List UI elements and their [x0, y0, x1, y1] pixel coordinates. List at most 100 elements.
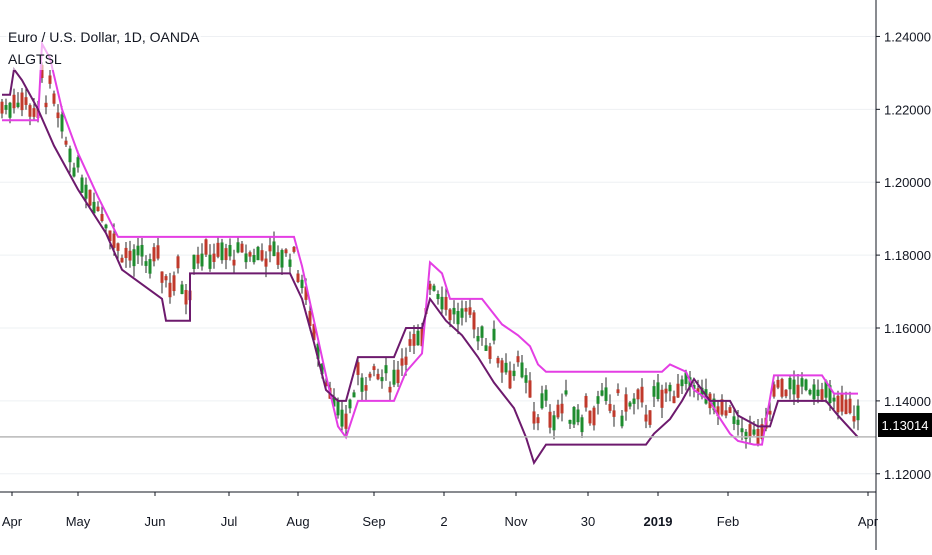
x-tick-label: Jul — [221, 514, 238, 529]
candle-body — [824, 380, 828, 398]
candle-body — [68, 148, 72, 163]
candle-body — [332, 396, 336, 407]
candle-body — [120, 257, 124, 263]
y-tick-label: 1.16000 — [884, 321, 931, 336]
candle-body — [460, 308, 464, 318]
candle-body — [608, 403, 612, 411]
candle-body — [788, 377, 792, 390]
candle-body — [4, 105, 8, 110]
candle-body — [636, 389, 640, 400]
candle-body — [640, 386, 644, 403]
x-tick-label: Aug — [286, 514, 309, 529]
candle-body — [336, 400, 340, 416]
candle-body — [736, 419, 740, 425]
x-tick-label: 2 — [440, 514, 447, 529]
candle-body — [588, 410, 592, 424]
candle-body — [648, 410, 652, 425]
candle-body — [316, 343, 320, 359]
candle-body — [268, 245, 272, 252]
candle-body — [256, 246, 260, 261]
candle-body — [656, 382, 660, 399]
candle-body — [280, 250, 284, 268]
candle-body — [484, 345, 488, 351]
candle-body — [616, 389, 620, 394]
y-tick-label: 1.18000 — [884, 248, 931, 263]
candle-body — [32, 108, 36, 117]
candle-body — [148, 259, 152, 274]
candle-body — [408, 339, 412, 346]
candle-body — [680, 379, 684, 387]
candle-body — [760, 424, 764, 439]
candle-body — [160, 271, 164, 283]
candle-body — [492, 328, 496, 341]
candle-body — [400, 358, 404, 366]
x-tick-label: Nov — [504, 514, 528, 529]
candle-body — [72, 167, 76, 177]
candle-body — [176, 256, 180, 269]
candle-body — [348, 399, 352, 409]
candle-body — [440, 296, 444, 310]
candle-body — [768, 410, 772, 415]
candle-body — [92, 201, 96, 214]
candle-body — [116, 243, 120, 251]
candle-body — [504, 362, 508, 373]
candle-body — [372, 366, 376, 371]
candle-body — [144, 261, 148, 266]
candle-body — [816, 389, 820, 396]
candle-body — [212, 253, 216, 262]
candle-body — [60, 114, 64, 132]
candle-body — [744, 431, 748, 440]
candle-body — [284, 249, 288, 254]
stop-line-outer — [2, 40, 858, 446]
candle-body — [108, 230, 112, 242]
candle-body — [376, 373, 380, 380]
x-tick-label: 2019 — [644, 514, 673, 529]
candle-body — [168, 282, 172, 298]
candle-body — [324, 382, 328, 387]
candle-body — [396, 369, 400, 384]
candle-body — [300, 279, 304, 288]
candle-body — [224, 248, 228, 261]
legend: Euro / U.S. Dollar, 1D, OANDA ALGTSL — [6, 26, 202, 70]
candle-body — [360, 377, 364, 392]
candle-body — [88, 189, 92, 206]
candle-body — [28, 105, 32, 117]
x-tick-label: May — [66, 514, 91, 529]
x-tick-label: Apr — [2, 514, 23, 529]
candle-body — [572, 407, 576, 425]
candle-body — [40, 64, 44, 78]
candle-body — [488, 346, 492, 359]
candle-body — [496, 357, 500, 364]
candle-body — [712, 398, 716, 411]
candle-body — [12, 94, 16, 109]
candle-body — [724, 410, 728, 416]
candle-body — [104, 224, 108, 229]
candle-body — [276, 252, 280, 265]
candle-body — [780, 378, 784, 397]
candle-body — [20, 92, 24, 111]
y-tick-label: 1.14000 — [884, 394, 931, 409]
y-tick-label: 1.24000 — [884, 29, 931, 44]
candle-body — [204, 239, 208, 255]
candle-body — [604, 387, 608, 401]
candle-body — [164, 276, 168, 281]
candle-body — [64, 140, 68, 145]
candle-body — [644, 414, 648, 422]
candle-body — [840, 394, 844, 412]
candle-body — [536, 417, 540, 424]
candle-body — [180, 284, 184, 295]
candle-body — [220, 242, 224, 261]
candle-body — [312, 323, 316, 341]
candle-body — [848, 398, 852, 414]
candle-body — [732, 416, 736, 424]
candle-body — [100, 214, 104, 222]
candle-body — [800, 378, 804, 387]
candle-body — [568, 419, 572, 424]
candle-body — [740, 428, 744, 433]
candle-body — [156, 245, 160, 259]
candle-body — [76, 157, 80, 168]
candle-body — [728, 407, 732, 413]
candle-body — [288, 259, 292, 267]
candle-body — [700, 387, 704, 397]
